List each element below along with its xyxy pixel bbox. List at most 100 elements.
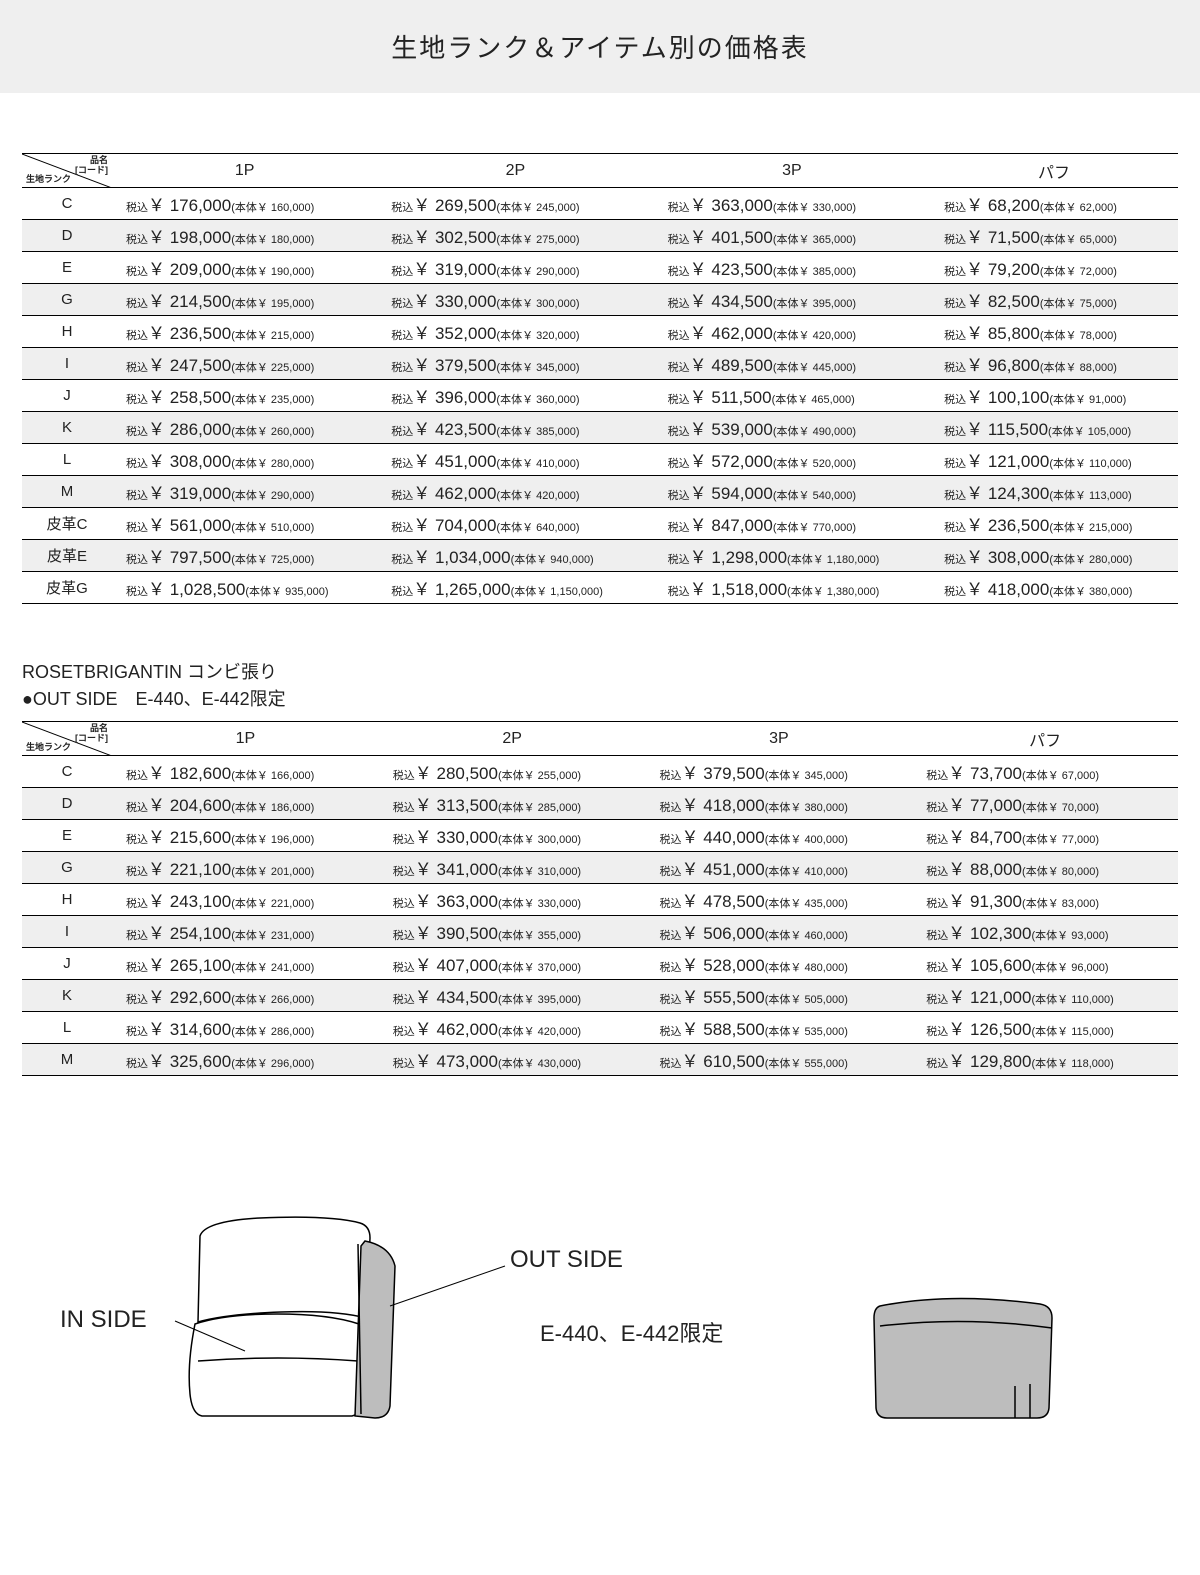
table-row: G税込￥ 214,500(本体￥ 195,000)税込￥ 330,000(本体￥…	[22, 284, 1178, 316]
price-cell: 税込￥ 302,500(本体￥ 275,000)	[377, 220, 653, 252]
price-cell: 税込￥ 314,600(本体￥ 286,000)	[112, 1012, 379, 1044]
rank-cell: K	[22, 980, 112, 1012]
price-cell: 税込￥ 115,500(本体￥ 105,000)	[930, 412, 1178, 444]
price-cell: 税込￥ 286,000(本体￥ 260,000)	[112, 412, 377, 444]
table-row: I税込￥ 254,100(本体￥ 231,000)税込￥ 390,500(本体￥…	[22, 916, 1178, 948]
price-cell: 税込￥ 434,500(本体￥ 395,000)	[379, 980, 646, 1012]
rank-cell: J	[22, 380, 112, 412]
price-cell: 税込￥ 84,700(本体￥ 77,000)	[912, 820, 1178, 852]
rank-cell: G	[22, 284, 112, 316]
table-row: C税込￥ 176,000(本体￥ 160,000)税込￥ 269,500(本体￥…	[22, 188, 1178, 220]
table-row: D税込￥ 204,600(本体￥ 186,000)税込￥ 313,500(本体￥…	[22, 788, 1178, 820]
table-row: 皮革E税込￥ 797,500(本体￥ 725,000)税込￥ 1,034,000…	[22, 540, 1178, 572]
price-cell: 税込￥ 105,600(本体￥ 96,000)	[912, 948, 1178, 980]
col-header: パフ	[912, 722, 1178, 756]
table-row: I税込￥ 247,500(本体￥ 225,000)税込￥ 379,500(本体￥…	[22, 348, 1178, 380]
price-cell: 税込￥ 73,700(本体￥ 67,000)	[912, 756, 1178, 788]
price-cell: 税込￥ 214,500(本体￥ 195,000)	[112, 284, 377, 316]
col-header: パフ	[930, 154, 1178, 188]
price-cell: 税込￥ 121,000(本体￥ 110,000)	[930, 444, 1178, 476]
price-cell: 税込￥ 797,500(本体￥ 725,000)	[112, 540, 377, 572]
price-cell: 税込￥ 423,500(本体￥ 385,000)	[377, 412, 653, 444]
price-cell: 税込￥ 269,500(本体￥ 245,000)	[377, 188, 653, 220]
price-table-2: 品名[コード]生地ランク1P2P3PパフC税込￥ 182,600(本体￥ 166…	[22, 721, 1178, 1076]
price-cell: 税込￥ 79,200(本体￥ 72,000)	[930, 252, 1178, 284]
price-cell: 税込￥ 265,100(本体￥ 241,000)	[112, 948, 379, 980]
price-cell: 税込￥ 462,000(本体￥ 420,000)	[377, 476, 653, 508]
col-header: 2P	[377, 154, 653, 188]
table-row: E税込￥ 215,600(本体￥ 196,000)税込￥ 330,000(本体￥…	[22, 820, 1178, 852]
table-row: H税込￥ 236,500(本体￥ 215,000)税込￥ 352,000(本体￥…	[22, 316, 1178, 348]
label-outside: OUT SIDE	[510, 1246, 623, 1274]
rank-cell: E	[22, 820, 112, 852]
table-row: M税込￥ 319,000(本体￥ 290,000)税込￥ 462,000(本体￥…	[22, 476, 1178, 508]
subhead-line2: ●OUT SIDE E-440、E-442限定	[22, 686, 1178, 713]
price-cell: 税込￥ 254,100(本体￥ 231,000)	[112, 916, 379, 948]
price-cell: 税込￥ 209,000(本体￥ 190,000)	[112, 252, 377, 284]
table-row: K税込￥ 286,000(本体￥ 260,000)税込￥ 423,500(本体￥…	[22, 412, 1178, 444]
col-header: 1P	[112, 154, 377, 188]
price-cell: 税込￥ 473,000(本体￥ 430,000)	[379, 1044, 646, 1076]
price-cell: 税込￥ 71,500(本体￥ 65,000)	[930, 220, 1178, 252]
price-cell: 税込￥ 82,500(本体￥ 75,000)	[930, 284, 1178, 316]
table1-wrap: 品名[コード]生地ランク1P2P3PパフC税込￥ 176,000(本体￥ 160…	[0, 153, 1200, 604]
label-outside-note: E-440、E-442限定	[540, 1316, 723, 1348]
price-cell: 税込￥ 341,000(本体￥ 310,000)	[379, 852, 646, 884]
price-cell: 税込￥ 390,500(本体￥ 355,000)	[379, 916, 646, 948]
col-header: 3P	[654, 154, 930, 188]
price-cell: 税込￥ 555,500(本体￥ 505,000)	[646, 980, 913, 1012]
price-cell: 税込￥ 462,000(本体￥ 420,000)	[654, 316, 930, 348]
price-cell: 税込￥ 91,300(本体￥ 83,000)	[912, 884, 1178, 916]
rank-cell: 皮革G	[22, 572, 112, 604]
price-cell: 税込￥ 704,000(本体￥ 640,000)	[377, 508, 653, 540]
price-cell: 税込￥ 85,800(本体￥ 78,000)	[930, 316, 1178, 348]
price-cell: 税込￥ 325,600(本体￥ 296,000)	[112, 1044, 379, 1076]
price-cell: 税込￥ 68,200(本体￥ 62,000)	[930, 188, 1178, 220]
price-cell: 税込￥ 198,000(本体￥ 180,000)	[112, 220, 377, 252]
price-cell: 税込￥ 418,000(本体￥ 380,000)	[646, 788, 913, 820]
rank-cell: I	[22, 916, 112, 948]
price-cell: 税込￥ 121,000(本体￥ 110,000)	[912, 980, 1178, 1012]
price-cell: 税込￥ 478,500(本体￥ 435,000)	[646, 884, 913, 916]
price-cell: 税込￥ 88,000(本体￥ 80,000)	[912, 852, 1178, 884]
price-cell: 税込￥ 594,000(本体￥ 540,000)	[654, 476, 930, 508]
table-row: J税込￥ 265,100(本体￥ 241,000)税込￥ 407,000(本体￥…	[22, 948, 1178, 980]
col-header: 2P	[379, 722, 646, 756]
table-row: M税込￥ 325,600(本体￥ 296,000)税込￥ 473,000(本体￥…	[22, 1044, 1178, 1076]
rank-cell: M	[22, 476, 112, 508]
price-cell: 税込￥ 247,500(本体￥ 225,000)	[112, 348, 377, 380]
price-cell: 税込￥ 126,500(本体￥ 115,000)	[912, 1012, 1178, 1044]
price-cell: 税込￥ 1,034,000(本体￥ 940,000)	[377, 540, 653, 572]
price-cell: 税込￥ 221,100(本体￥ 201,000)	[112, 852, 379, 884]
price-cell: 税込￥ 319,000(本体￥ 290,000)	[112, 476, 377, 508]
rank-cell: G	[22, 852, 112, 884]
rank-cell: M	[22, 1044, 112, 1076]
price-cell: 税込￥ 423,500(本体￥ 385,000)	[654, 252, 930, 284]
price-cell: 税込￥ 588,500(本体￥ 535,000)	[646, 1012, 913, 1044]
price-table-1: 品名[コード]生地ランク1P2P3PパフC税込￥ 176,000(本体￥ 160…	[22, 153, 1178, 604]
table2-wrap: 品名[コード]生地ランク1P2P3PパフC税込￥ 182,600(本体￥ 166…	[0, 721, 1200, 1076]
price-cell: 税込￥ 236,500(本体￥ 215,000)	[112, 316, 377, 348]
col-header: 1P	[112, 722, 379, 756]
table-row: G税込￥ 221,100(本体￥ 201,000)税込￥ 341,000(本体￥…	[22, 852, 1178, 884]
rank-cell: H	[22, 884, 112, 916]
price-cell: 税込￥ 572,000(本体￥ 520,000)	[654, 444, 930, 476]
price-cell: 税込￥ 258,500(本体￥ 235,000)	[112, 380, 377, 412]
price-cell: 税込￥ 440,000(本体￥ 400,000)	[646, 820, 913, 852]
rank-cell: C	[22, 188, 112, 220]
rank-cell: L	[22, 444, 112, 476]
price-cell: 税込￥ 100,100(本体￥ 91,000)	[930, 380, 1178, 412]
price-cell: 税込￥ 1,298,000(本体￥ 1,180,000)	[654, 540, 930, 572]
price-cell: 税込￥ 418,000(本体￥ 380,000)	[930, 572, 1178, 604]
price-cell: 税込￥ 396,000(本体￥ 360,000)	[377, 380, 653, 412]
rank-cell: E	[22, 252, 112, 284]
price-cell: 税込￥ 313,500(本体￥ 285,000)	[379, 788, 646, 820]
price-cell: 税込￥ 363,000(本体￥ 330,000)	[379, 884, 646, 916]
price-cell: 税込￥ 379,500(本体￥ 345,000)	[377, 348, 653, 380]
price-cell: 税込￥ 1,518,000(本体￥ 1,380,000)	[654, 572, 930, 604]
price-cell: 税込￥ 528,000(本体￥ 480,000)	[646, 948, 913, 980]
rank-cell: 皮革E	[22, 540, 112, 572]
price-cell: 税込￥ 489,500(本体￥ 445,000)	[654, 348, 930, 380]
price-cell: 税込￥ 1,028,500(本体￥ 935,000)	[112, 572, 377, 604]
price-cell: 税込￥ 77,000(本体￥ 70,000)	[912, 788, 1178, 820]
